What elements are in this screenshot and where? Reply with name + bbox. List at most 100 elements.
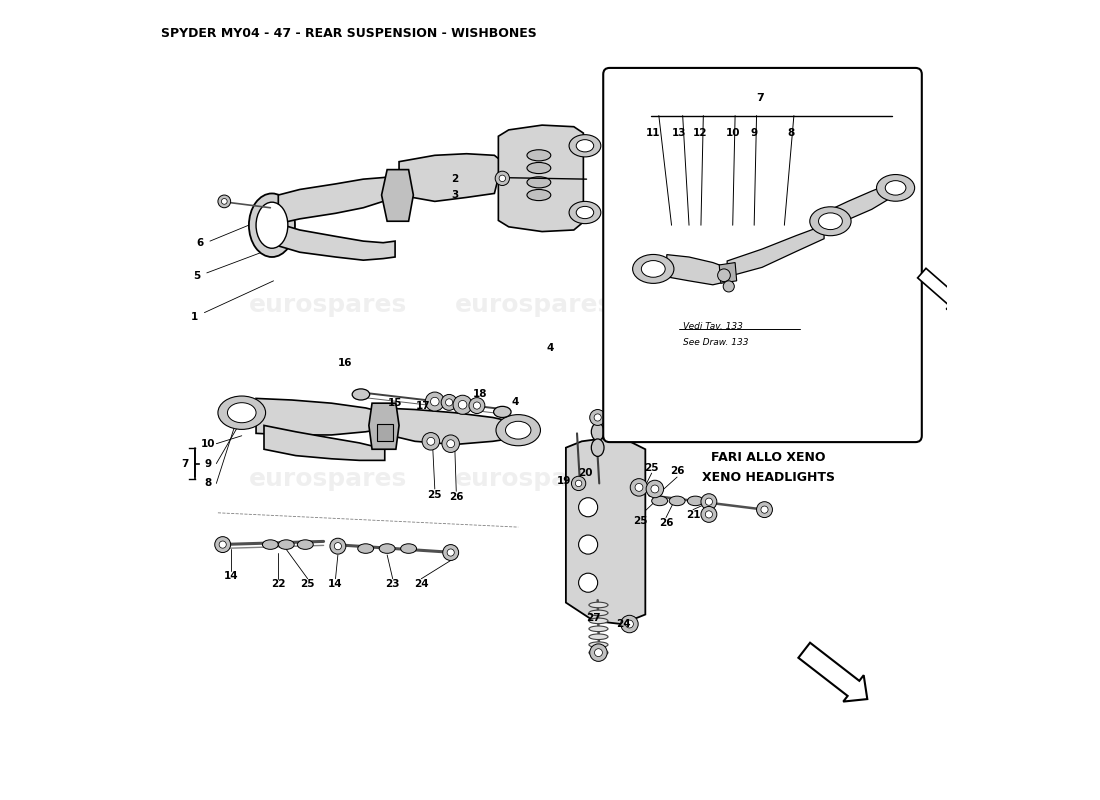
Polygon shape: [278, 224, 395, 260]
Ellipse shape: [669, 496, 685, 506]
Circle shape: [705, 498, 713, 506]
FancyBboxPatch shape: [603, 68, 922, 442]
Circle shape: [723, 281, 735, 292]
Polygon shape: [278, 176, 395, 224]
Polygon shape: [264, 426, 385, 460]
Circle shape: [579, 573, 597, 592]
Text: eurospares: eurospares: [249, 467, 407, 491]
Text: 4: 4: [547, 343, 553, 354]
Text: 5: 5: [192, 271, 200, 281]
Text: 15: 15: [388, 398, 403, 408]
Text: FARI ALLO XENO: FARI ALLO XENO: [712, 451, 826, 465]
Text: 13: 13: [672, 128, 686, 138]
Circle shape: [717, 269, 730, 282]
Text: 25: 25: [428, 490, 442, 500]
Ellipse shape: [588, 602, 608, 608]
Text: 10: 10: [726, 128, 740, 138]
Circle shape: [701, 494, 717, 510]
Circle shape: [620, 615, 638, 633]
Ellipse shape: [818, 213, 843, 230]
Circle shape: [761, 506, 768, 514]
Circle shape: [572, 476, 586, 490]
Ellipse shape: [400, 544, 417, 554]
Ellipse shape: [641, 261, 666, 278]
Text: 14: 14: [223, 571, 238, 582]
Text: 24: 24: [414, 579, 429, 590]
Ellipse shape: [569, 202, 601, 224]
Circle shape: [495, 171, 509, 186]
Text: eurospares: eurospares: [455, 293, 613, 317]
Circle shape: [430, 398, 439, 406]
Circle shape: [590, 644, 607, 662]
Circle shape: [646, 480, 663, 498]
Text: 14: 14: [328, 579, 343, 590]
Circle shape: [447, 549, 454, 556]
Circle shape: [334, 542, 341, 550]
Circle shape: [442, 545, 459, 561]
Circle shape: [701, 506, 717, 522]
Circle shape: [221, 198, 227, 204]
Ellipse shape: [527, 177, 551, 188]
Ellipse shape: [569, 134, 601, 157]
Circle shape: [473, 402, 481, 409]
Ellipse shape: [527, 190, 551, 201]
Ellipse shape: [379, 544, 395, 554]
Circle shape: [446, 399, 453, 406]
Text: 8: 8: [205, 478, 212, 489]
Text: 2: 2: [451, 174, 459, 184]
Ellipse shape: [632, 254, 674, 283]
Text: 4: 4: [512, 397, 519, 406]
Circle shape: [469, 398, 485, 414]
Circle shape: [594, 414, 602, 421]
Text: 24: 24: [616, 619, 630, 629]
Ellipse shape: [588, 626, 608, 631]
Ellipse shape: [651, 496, 668, 506]
Circle shape: [757, 502, 772, 518]
Text: 21: 21: [685, 510, 701, 520]
Ellipse shape: [263, 540, 278, 550]
Ellipse shape: [496, 414, 540, 446]
Ellipse shape: [527, 150, 551, 161]
Text: 25: 25: [300, 579, 315, 590]
Text: 26: 26: [659, 518, 673, 528]
Text: eurospares: eurospares: [249, 293, 407, 317]
Text: 12: 12: [693, 128, 707, 138]
Ellipse shape: [588, 634, 608, 639]
Circle shape: [219, 541, 227, 548]
Text: 18: 18: [473, 389, 487, 398]
Text: SPYDER MY04 - 47 - REAR SUSPENSION - WISHBONES: SPYDER MY04 - 47 - REAR SUSPENSION - WIS…: [161, 26, 537, 40]
Text: 8: 8: [788, 128, 794, 138]
Circle shape: [218, 195, 231, 208]
Text: 25: 25: [645, 462, 659, 473]
Text: 9: 9: [750, 128, 758, 138]
Circle shape: [575, 480, 582, 486]
Polygon shape: [256, 398, 385, 435]
Circle shape: [330, 538, 345, 554]
Text: 10: 10: [201, 438, 216, 449]
Text: 16: 16: [338, 358, 352, 369]
Text: 9: 9: [205, 458, 212, 469]
Ellipse shape: [358, 544, 374, 554]
Polygon shape: [719, 262, 737, 283]
Ellipse shape: [297, 540, 313, 550]
Text: 19: 19: [557, 476, 572, 486]
Text: eurospares: eurospares: [455, 467, 613, 491]
Ellipse shape: [576, 140, 594, 152]
Circle shape: [459, 401, 466, 409]
Ellipse shape: [352, 389, 370, 400]
Text: 25: 25: [634, 516, 648, 526]
Ellipse shape: [688, 496, 703, 506]
Text: XENO HEADLIGHTS: XENO HEADLIGHTS: [702, 470, 835, 483]
Ellipse shape: [249, 194, 295, 257]
Ellipse shape: [588, 610, 608, 616]
Circle shape: [427, 438, 434, 446]
Text: See Draw. 133: See Draw. 133: [683, 338, 748, 346]
Text: 20: 20: [579, 468, 593, 478]
Circle shape: [214, 537, 231, 553]
Text: 7: 7: [180, 458, 188, 469]
Text: 27: 27: [586, 614, 601, 623]
Polygon shape: [565, 438, 646, 624]
Text: 26: 26: [670, 466, 684, 477]
Circle shape: [594, 649, 603, 657]
Circle shape: [630, 478, 648, 496]
